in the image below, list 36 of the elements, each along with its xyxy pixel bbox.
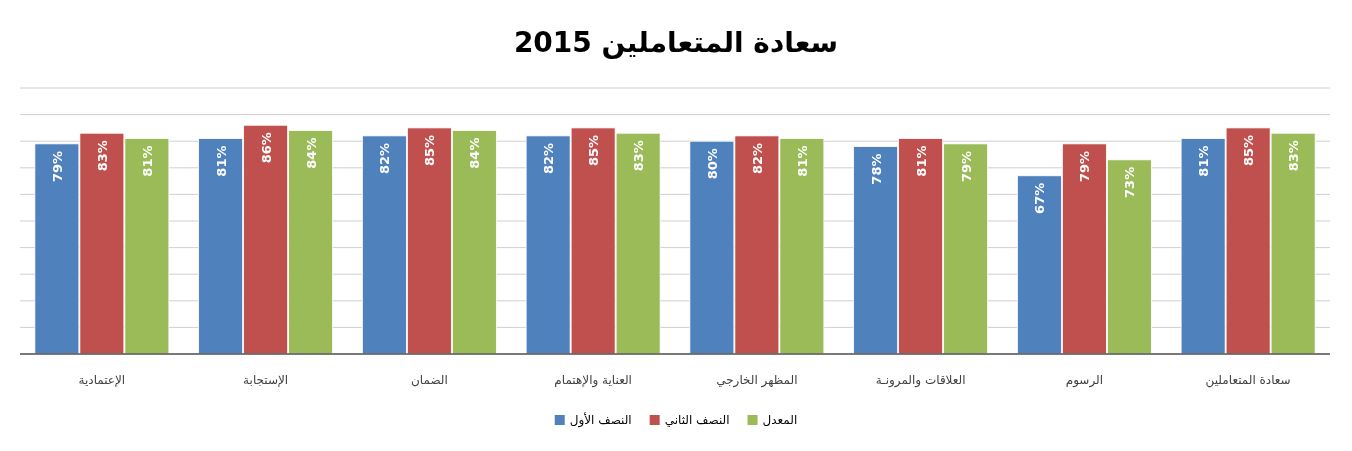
x-tick-label: العلاقات والمرونـة xyxy=(875,373,966,388)
legend-label: المعدل xyxy=(762,413,798,427)
data-label: 73% xyxy=(1122,166,1138,198)
data-label: 85% xyxy=(1241,134,1257,167)
legend-label: النصف الأول xyxy=(569,412,632,428)
data-label: 81% xyxy=(139,145,155,177)
data-label: 78% xyxy=(868,153,884,185)
data-label: 85% xyxy=(586,134,602,167)
data-label: 82% xyxy=(749,142,765,175)
data-label: 86% xyxy=(258,132,274,164)
x-tick-label: الإستجابة xyxy=(243,373,289,387)
data-label: 83% xyxy=(94,140,110,172)
data-label: 79% xyxy=(49,150,65,182)
x-tick-label: العناية والإهتمام xyxy=(554,373,632,388)
legend-label: النصف الثاني xyxy=(664,413,730,427)
x-tick-label: الرسوم xyxy=(1065,373,1104,388)
title: سعادة المتعاملين 2015 xyxy=(513,26,839,59)
data-label: 85% xyxy=(422,134,438,167)
data-label: 67% xyxy=(1032,182,1048,214)
data-label: 81% xyxy=(794,145,810,177)
data-label: 82% xyxy=(377,142,393,175)
data-label: 84% xyxy=(467,137,483,169)
data-label: 83% xyxy=(1286,140,1302,172)
x-tick-label: سعادة المتعاملين xyxy=(1205,373,1291,388)
data-label: 79% xyxy=(958,150,974,182)
x-tick-label: المظهر الخارجي xyxy=(716,373,798,388)
x-tick-label: الإعتمادية xyxy=(78,373,126,387)
data-label: 82% xyxy=(541,142,557,175)
data-label: 83% xyxy=(631,140,647,172)
x-tick-label: الضمان xyxy=(410,373,448,387)
data-label: 81% xyxy=(1196,145,1212,177)
data-label: 79% xyxy=(1077,150,1093,182)
data-label: 81% xyxy=(913,145,929,177)
data-label: 80% xyxy=(704,148,720,180)
data-label: 81% xyxy=(213,145,229,177)
data-label: 84% xyxy=(303,137,319,169)
